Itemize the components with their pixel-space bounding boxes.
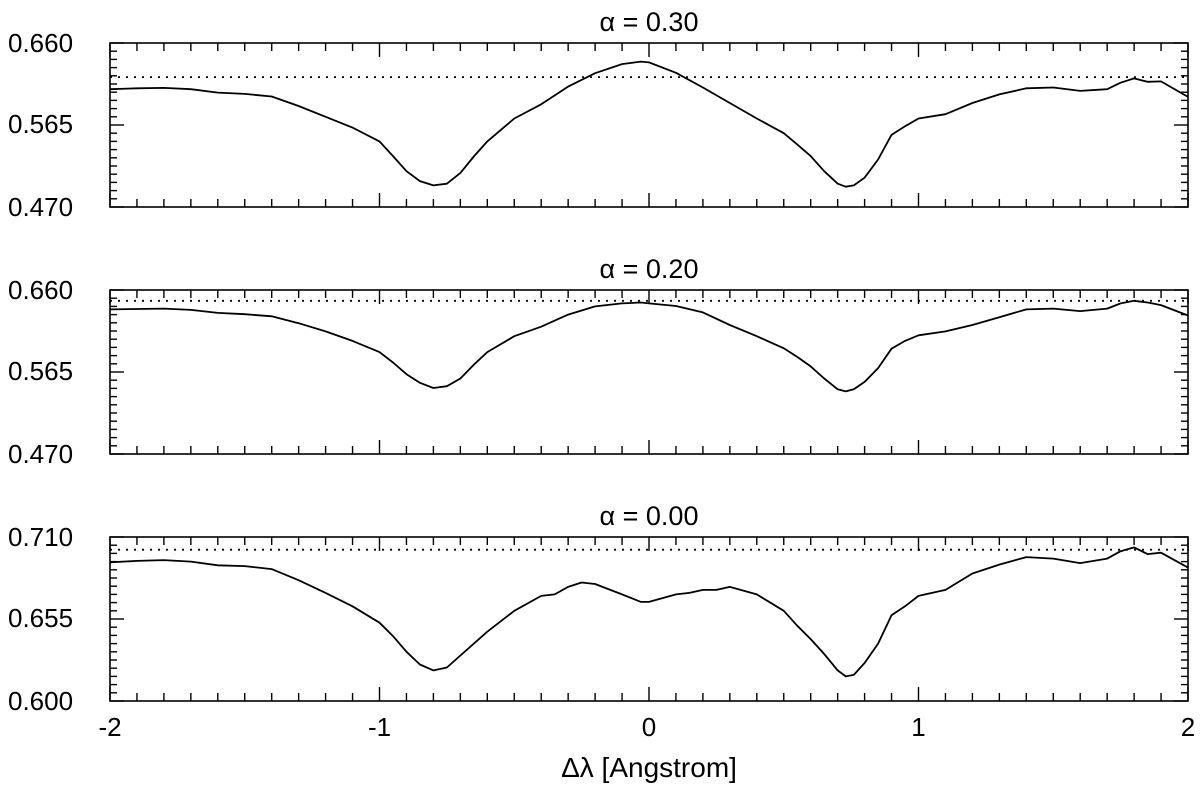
axis-ticks bbox=[109, 289, 1189, 455]
y-tick-label: 0.710 bbox=[8, 522, 73, 552]
x-tick-label: -1 bbox=[368, 712, 391, 742]
x-tick-label: 2 bbox=[1181, 712, 1195, 742]
y-tick-label: 0.565 bbox=[8, 356, 73, 386]
x-tick-label: 0 bbox=[642, 712, 656, 742]
plot-frame bbox=[109, 289, 1189, 455]
y-tick-label: 0.600 bbox=[8, 686, 73, 716]
x-tick-label: -2 bbox=[98, 712, 121, 742]
y-tick-label: 0.470 bbox=[8, 192, 73, 222]
y-tick-label: 0.660 bbox=[8, 28, 73, 58]
panel-title: α = 0.00 bbox=[600, 501, 699, 531]
panel-title: α = 0.20 bbox=[600, 254, 699, 284]
plot-frame bbox=[109, 42, 1189, 208]
y-tick-label: 0.565 bbox=[8, 109, 73, 139]
series-line bbox=[109, 299, 1189, 393]
series-line bbox=[109, 546, 1189, 678]
panel-alpha-020: α = 0.20 0.470 0.565 0.660 bbox=[8, 254, 1189, 469]
y-tick-label: 0.470 bbox=[8, 439, 73, 469]
x-axis-label: Δλ [Angstrom] bbox=[561, 752, 737, 783]
y-tick-label: 0.660 bbox=[8, 275, 73, 305]
axis-ticks bbox=[109, 42, 1189, 208]
axis-ticks bbox=[109, 536, 1189, 702]
plot-frame bbox=[109, 536, 1189, 702]
panel-alpha-030: α = 0.30 0.470 0.565 0.660 bbox=[8, 7, 1189, 222]
series-line bbox=[109, 60, 1189, 188]
panel-alpha-000: α = 0.00 0.600 0.655 0.710 -2 -1 0 1 2 bbox=[8, 501, 1195, 742]
x-tick-label: 1 bbox=[911, 712, 925, 742]
y-tick-label: 0.655 bbox=[8, 603, 73, 633]
panel-title: α = 0.30 bbox=[600, 7, 699, 37]
